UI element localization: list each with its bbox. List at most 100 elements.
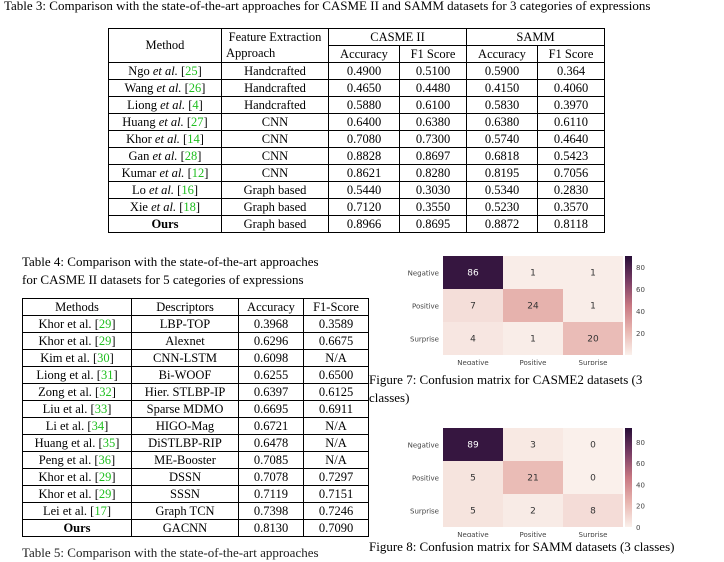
heatmap-cell: [503, 461, 563, 494]
citation-link[interactable]: 14: [187, 131, 200, 146]
x-tick-label: Positive: [520, 359, 547, 365]
citation-link[interactable]: 18: [183, 199, 196, 214]
table-row: Khor et al. [29] Alexnet 0.6296 0.6675: [22, 332, 369, 350]
y-tick-label: Surprise: [410, 508, 439, 516]
t3-value-cell: 0.5740: [466, 130, 538, 148]
figure8-caption: Figure 8: Confusion matrix for SAMM data…: [369, 539, 675, 554]
heatmap-cell: [503, 289, 563, 322]
t4-f1-cell: 0.6500: [303, 366, 369, 384]
t4-accuracy-cell: 0.6296: [238, 332, 304, 350]
t4-accuracy-cell: 0.7078: [238, 468, 304, 486]
figure7-caption: Figure 7: Confusion matrix for CASME2 da…: [369, 371, 642, 407]
x-tick-label: Surprise: [579, 531, 608, 537]
y-tick-label: Negative: [408, 442, 439, 450]
t4-method-cell: Peng et al. [36]: [22, 451, 132, 469]
t4-descriptor-cell: Sparse MDMO: [131, 400, 239, 418]
x-tick-label: Positive: [520, 531, 547, 537]
t3-header-casme-acc: Accuracy: [328, 45, 400, 63]
t4-descriptor-cell: HIGO-Mag: [131, 417, 239, 435]
colorbar-tick-label: 20: [636, 330, 645, 338]
heatmap-cell: [443, 428, 503, 461]
citation-link[interactable]: 32: [99, 384, 112, 399]
citation-link[interactable]: 4: [192, 97, 199, 112]
citation-link[interactable]: 34: [91, 418, 105, 433]
citation-link[interactable]: 26: [188, 80, 202, 95]
t3-approach-cell: Handcrafted: [221, 62, 329, 80]
colorbar-tick-label: 60: [636, 460, 645, 468]
heatmap-cell-value: 5: [470, 474, 476, 484]
t4-f1-cell: 0.7151: [303, 485, 369, 503]
t3-value-cell: 0.7056: [537, 164, 605, 182]
citation-link[interactable]: 30: [97, 350, 110, 365]
table-row: Peng et al. [36] ME-Booster 0.7085 N/A: [22, 451, 369, 469]
table-row: Kumar et al. [12] CNN 0.8621 0.8280 0.8195 0.…: [108, 164, 605, 182]
t3-header-samm-f1: F1 Score: [537, 45, 605, 63]
citation-link[interactable]: 29: [98, 469, 112, 484]
method-name: Liong: [127, 97, 157, 112]
figure7-caption-line1: Figure 7: Confusion matrix for CASME2 da…: [369, 372, 643, 387]
citation-link[interactable]: 16: [181, 182, 194, 197]
t3-approach-cell: CNN: [221, 164, 329, 182]
t3-value-cell: 0.6818: [466, 147, 538, 165]
t3-value-cell: 0.8621: [328, 164, 400, 182]
method-name: Liong et al.: [36, 367, 94, 382]
citation-link[interactable]: 35: [102, 435, 116, 450]
method-name: Khor et al.: [38, 333, 92, 348]
citation-link[interactable]: 36: [98, 452, 112, 467]
table-row: Xie et al. [18] Graph based 0.7120 0.3550 0.…: [108, 198, 605, 216]
et-al: et al.: [152, 148, 178, 163]
t3-value-cell: 0.3970: [537, 96, 605, 114]
citation-link[interactable]: 31: [100, 367, 114, 382]
citation-link[interactable]: 28: [184, 148, 198, 163]
method-name: Liu et al.: [42, 401, 88, 416]
t3-header-samm-acc: Accuracy: [466, 45, 538, 63]
colorbar: [625, 256, 632, 355]
t4-f1-cell: N/A: [303, 434, 369, 452]
t3-header-method: Method: [108, 28, 222, 63]
table5-caption-fragment: Table 5: Comparison with the state-of-th…: [22, 545, 319, 560]
heatmap-cell: [563, 289, 623, 322]
t4-method-cell: Zong et al. [32]: [22, 383, 132, 401]
table3-caption: Table 3: Comparison with the state-of-th…: [4, 0, 651, 13]
x-tick-label: Surprise: [579, 359, 608, 365]
t3-value-cell: 0.5423: [537, 147, 605, 165]
t3-value-cell: 0.3030: [399, 181, 467, 199]
heatmap-cell-value: 1: [590, 302, 596, 312]
citation-link[interactable]: 29: [98, 316, 112, 331]
table4-caption-line1: Table 4: Comparison with the state-of-th…: [22, 254, 319, 269]
citation-link[interactable]: 29: [98, 333, 112, 348]
t3-value-cell: 0.8695: [399, 215, 467, 233]
heatmap-cell-value: 0: [590, 474, 596, 484]
citation-link[interactable]: 12: [191, 165, 205, 180]
y-tick-label: Positive: [412, 303, 439, 311]
colorbar-tick-label: 20: [636, 503, 645, 511]
citation-link[interactable]: 27: [191, 114, 204, 129]
t4-f1-cell: N/A: [303, 451, 369, 469]
method-name: Gan: [128, 148, 150, 163]
t4-accuracy-cell: 0.6478: [238, 434, 304, 452]
t4-descriptor-cell: Bi-WOOF: [131, 366, 239, 384]
t4-method-cell: Li et al. [34]: [22, 417, 132, 435]
t3-method-cell: Xie et al. [18]: [108, 198, 222, 216]
heatmap-cell: [443, 289, 503, 322]
method-name: Peng et al.: [38, 452, 92, 467]
t3-value-cell: 0.6380: [466, 113, 538, 131]
t3-value-cell: 0.4900: [328, 62, 400, 80]
t3-value-cell: 0.6100: [399, 96, 467, 114]
t4-f1-cell: 0.3589: [303, 315, 369, 333]
et-al: et al.: [160, 97, 186, 112]
citation-link[interactable]: 29: [98, 486, 112, 501]
citation-link[interactable]: 17: [94, 503, 107, 518]
t3-value-cell: 0.5900: [466, 62, 538, 80]
t4-f1-cell: 0.7297: [303, 468, 369, 486]
t4-accuracy-cell: 0.7085: [238, 451, 304, 469]
t3-approach-cell: Graph based: [221, 198, 329, 216]
t4-method-cell: Lei et al. [17]: [22, 502, 132, 520]
t3-approach-cell: CNN: [221, 130, 329, 148]
t3-value-cell: 0.7080: [328, 130, 400, 148]
citation-link[interactable]: 33: [94, 401, 108, 416]
t3-value-cell: 0.5880: [328, 96, 400, 114]
citation-link[interactable]: 25: [185, 63, 198, 78]
t4-descriptor-cell: Graph TCN: [131, 502, 239, 520]
t4-method-cell: Kim et al. [30]: [22, 349, 132, 367]
